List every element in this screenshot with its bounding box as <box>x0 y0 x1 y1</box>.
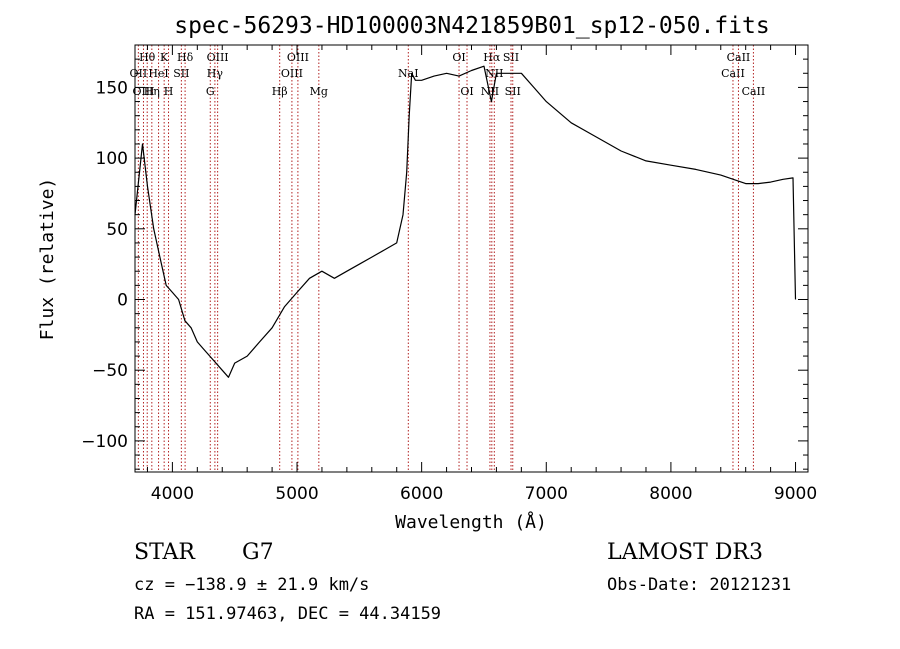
line-marker-label-2: OIII <box>132 85 154 98</box>
y-tick-label-4: 100 <box>96 149 128 169</box>
observation-date: Obs-Date: 20121231 <box>607 575 791 595</box>
line-marker-label-13: OIII <box>287 51 309 64</box>
series-layer <box>134 65 797 378</box>
chart-title: spec-56293-HD100003N421859B01_sp12-050.f… <box>174 13 769 39</box>
line-marker-label-10: Hγ <box>207 67 224 80</box>
y-tick-label-1: −50 <box>92 361 128 381</box>
x-tick-label-4: 8000 <box>649 484 692 504</box>
x-axis: 4000 5000 6000 7000 8000 9000 <box>146 45 817 504</box>
x-tick-label-2: 6000 <box>400 484 443 504</box>
coordinates-text: RA = 151.97463, DEC = 44.34159 <box>134 604 441 624</box>
line-marker-label-12: Hβ <box>272 85 288 98</box>
y-axis: −100 −50 0 50 100 150 <box>81 44 808 470</box>
line-marker-label-17: OI <box>452 51 465 64</box>
line-marker-label-15: Mg <box>310 85 328 98</box>
plot-frame <box>134 44 809 473</box>
line-marker-label-18: OI <box>460 85 473 98</box>
line-marker-label-4: HeI <box>148 67 168 80</box>
line-marker-label-22: NII <box>485 67 503 80</box>
x-tick-label-5: 9000 <box>774 484 817 504</box>
line-marker-label-26: CaII <box>742 85 766 98</box>
survey-name: LAMOST DR3 <box>607 540 763 565</box>
line-marker-label-7: SII <box>173 67 189 80</box>
y-tick-label-5: 150 <box>96 78 128 98</box>
line-marker-label-23: SII <box>505 85 521 98</box>
x-tick-label-0: 4000 <box>151 484 194 504</box>
line-marker-label-3: K <box>160 51 169 64</box>
y-tick-label-0: −100 <box>81 432 128 452</box>
x-tick-label-1: 5000 <box>275 484 318 504</box>
line-marker-label-19: Hα <box>483 51 501 64</box>
x-axis-label: Wavelength (Å) <box>395 511 547 533</box>
line-marker-label-6: H <box>164 85 174 98</box>
line-marker-label-16: NaI <box>398 67 419 80</box>
y-axis-label: Flux (relative) <box>37 178 58 341</box>
line-marker-label-9: OIII <box>207 51 229 64</box>
series-line-0 <box>134 65 797 378</box>
line-marker-label-25: CaII <box>727 51 751 64</box>
line-marker-label-8: Hδ <box>177 51 194 64</box>
line-marker-label-0: Hθ <box>139 51 156 64</box>
x-tick-label-3: 7000 <box>525 484 568 504</box>
object-class: STAR <box>134 540 196 565</box>
line-marker-label-11: G <box>206 85 215 98</box>
line-marker-label-21: SII <box>503 51 519 64</box>
line-marker-label-24: CaII <box>721 67 745 80</box>
line-marker-label-5: Hη <box>144 85 160 98</box>
y-tick-label-3: 50 <box>106 220 128 240</box>
line-marker-label-14: OIII <box>281 67 303 80</box>
y-tick-label-2: 0 <box>117 291 128 311</box>
redshift-text: cz = −138.9 ± 21.9 km/s <box>134 575 369 595</box>
object-subclass: G7 <box>242 540 274 565</box>
